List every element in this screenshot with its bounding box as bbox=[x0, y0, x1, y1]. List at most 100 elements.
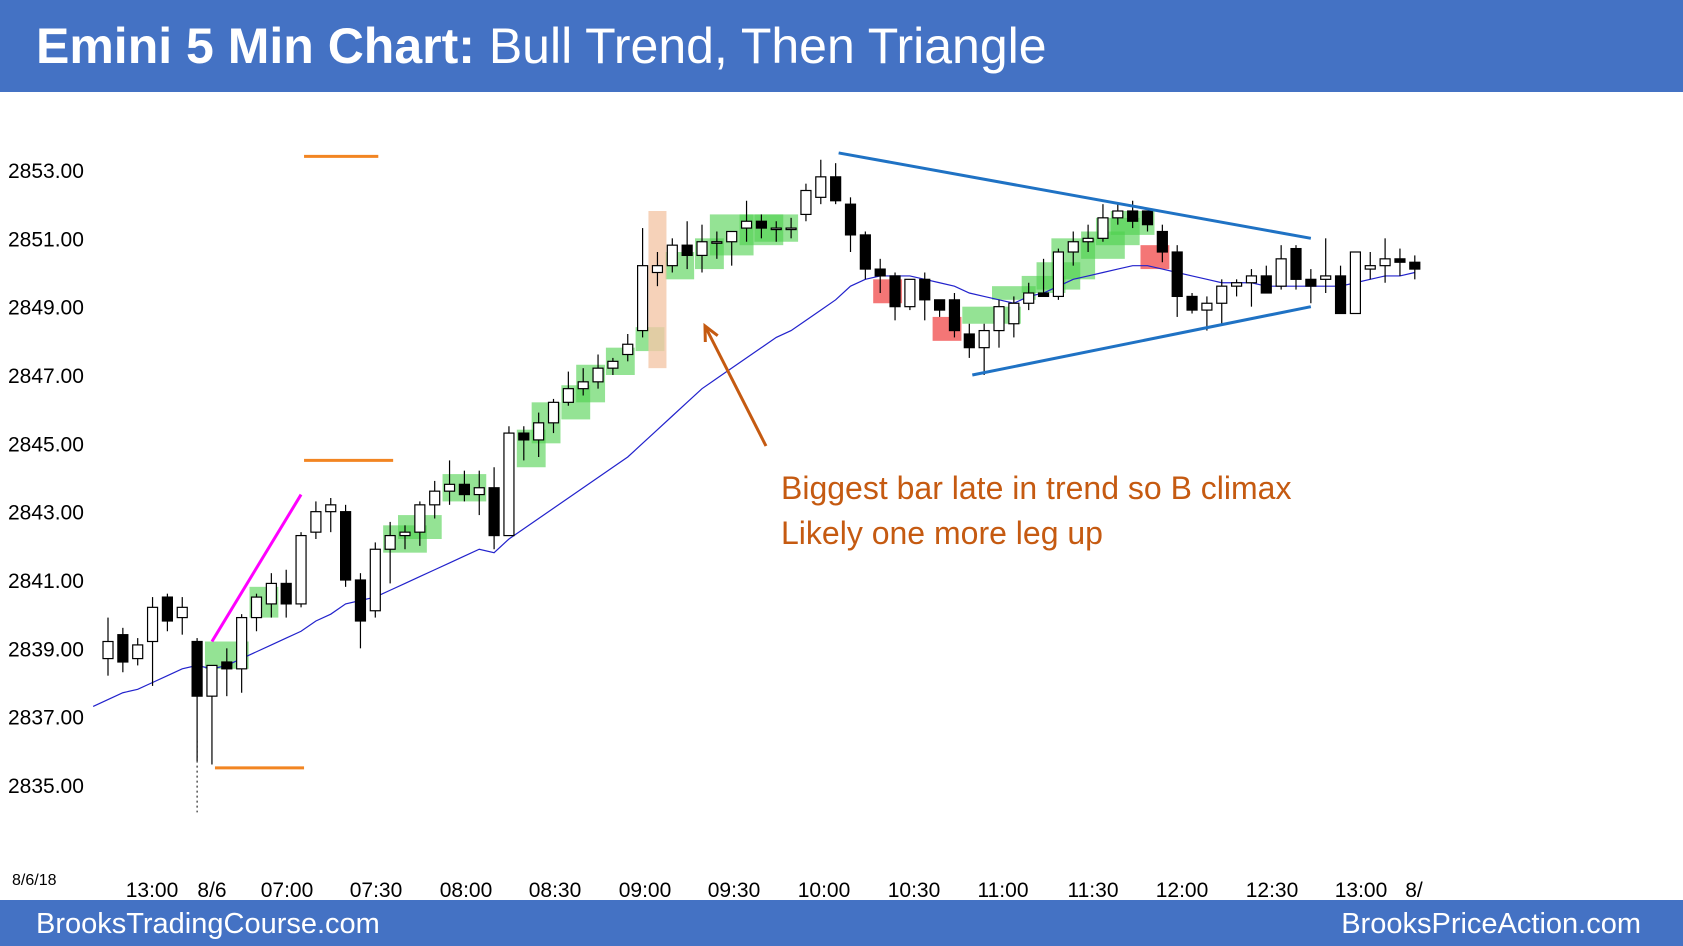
candle-86 bbox=[1379, 258, 1391, 267]
candle-81 bbox=[1305, 278, 1317, 287]
candle-9 bbox=[236, 616, 248, 670]
candle-65 bbox=[1067, 241, 1079, 253]
candle-80 bbox=[1290, 247, 1302, 280]
chart-title: Emini 5 Min Chart: Bull Trend, Then Tria… bbox=[36, 14, 1047, 78]
candle-72 bbox=[1171, 251, 1183, 298]
triangle-line-1 bbox=[972, 305, 1312, 377]
candle-24 bbox=[458, 483, 470, 496]
x-tick-label-10: 11:00 bbox=[978, 879, 1029, 900]
candle-67 bbox=[1097, 217, 1109, 239]
candle-11 bbox=[265, 582, 277, 605]
candle-66 bbox=[1082, 237, 1094, 243]
candle-47 bbox=[800, 189, 812, 216]
candle-51 bbox=[859, 234, 871, 270]
x-tick-label-14: 13:00 bbox=[1335, 879, 1388, 900]
candle-5 bbox=[176, 606, 188, 619]
y-tick-label-3: 2847.00 bbox=[8, 365, 84, 388]
candle-60 bbox=[993, 306, 1005, 332]
candle-22 bbox=[429, 490, 441, 506]
candle-8 bbox=[221, 661, 233, 670]
candle-54 bbox=[904, 278, 916, 308]
candle-68 bbox=[1112, 210, 1124, 219]
triangle-line-0 bbox=[838, 151, 1312, 240]
candle-88 bbox=[1409, 261, 1421, 270]
candle-56 bbox=[933, 299, 946, 311]
candlestick-chart: 2853.00 2851.00 2849.00 2847.00 2845.00 2843.… bbox=[8, 151, 1423, 900]
date-label: 8/6/18 bbox=[12, 872, 57, 889]
x-tick-label-3: 07:30 bbox=[350, 879, 403, 900]
y-tick-label-8: 2837.00 bbox=[8, 707, 84, 730]
candle-40 bbox=[696, 241, 708, 257]
candle-74 bbox=[1201, 302, 1213, 311]
candle-18 bbox=[369, 548, 381, 612]
candle-57 bbox=[948, 299, 961, 332]
candle-27 bbox=[503, 432, 515, 537]
candle-83 bbox=[1334, 275, 1347, 315]
candle-73 bbox=[1186, 295, 1198, 311]
candle-82 bbox=[1320, 275, 1332, 280]
candle-84 bbox=[1349, 251, 1362, 315]
candle-44 bbox=[755, 220, 768, 229]
y-tick-label-0: 2853.00 bbox=[8, 160, 84, 183]
candle-13 bbox=[295, 534, 307, 605]
candle-0 bbox=[102, 640, 114, 660]
candle-61 bbox=[1008, 302, 1020, 325]
candle-79 bbox=[1275, 258, 1287, 287]
candle-21 bbox=[414, 504, 426, 533]
candle-62 bbox=[1023, 292, 1035, 304]
candle-7 bbox=[206, 664, 218, 697]
candle-37 bbox=[651, 265, 664, 274]
candle-31 bbox=[562, 388, 574, 403]
candle-45 bbox=[770, 227, 782, 231]
candle-41 bbox=[711, 241, 723, 244]
x-tick-label-15: 8/ bbox=[1405, 879, 1423, 900]
candle-17 bbox=[354, 579, 367, 622]
candle-78 bbox=[1260, 275, 1272, 294]
x-tick-label-8: 10:00 bbox=[798, 879, 851, 900]
annotation-arrow-line bbox=[703, 325, 768, 447]
candle-29 bbox=[533, 422, 545, 441]
candle-19 bbox=[384, 534, 396, 550]
annotation-line-1: Biggest bar late in trend so B climax bbox=[781, 470, 1292, 506]
candle-20 bbox=[399, 531, 411, 537]
x-tick-label-1: 8/6 bbox=[197, 879, 226, 900]
candle-26 bbox=[488, 487, 500, 537]
candle-59 bbox=[978, 329, 990, 349]
candle-77 bbox=[1245, 275, 1258, 284]
x-tick-label-4: 08:00 bbox=[440, 879, 493, 900]
footer-left-link[interactable]: BrooksTradingCourse.com bbox=[36, 908, 380, 940]
candle-30 bbox=[547, 401, 560, 424]
candle-28 bbox=[518, 432, 530, 441]
candle-36 bbox=[636, 265, 649, 332]
x-tick-label-11: 11:30 bbox=[1068, 879, 1119, 900]
title-bar: Emini 5 Min Chart: Bull Trend, Then Tria… bbox=[0, 0, 1683, 92]
candle-53 bbox=[889, 275, 901, 308]
footer-right-link[interactable]: BrooksPriceAction.com bbox=[1341, 908, 1641, 940]
ema-line bbox=[92, 265, 1415, 707]
x-tick-label-6: 09:00 bbox=[619, 879, 672, 900]
chart-title-rest: Bull Trend, Then Triangle bbox=[474, 18, 1047, 74]
y-tick-label-9: 2835.00 bbox=[8, 775, 84, 798]
candle-15 bbox=[325, 504, 337, 513]
candle-75 bbox=[1216, 285, 1228, 304]
candle-35 bbox=[622, 343, 634, 356]
y-tick-label-2: 2849.00 bbox=[8, 297, 84, 320]
candle-6 bbox=[191, 640, 203, 697]
y-tick-label-7: 2839.00 bbox=[8, 638, 84, 661]
candle-2 bbox=[132, 644, 144, 660]
x-tick-label-9: 10:30 bbox=[888, 879, 941, 900]
candle-63 bbox=[1037, 292, 1050, 298]
candle-4 bbox=[161, 596, 173, 622]
candle-16 bbox=[340, 511, 352, 581]
annotation-line-2: Likely one more leg up bbox=[781, 515, 1103, 551]
candle-42 bbox=[726, 230, 738, 243]
candle-71 bbox=[1156, 230, 1168, 253]
candle-85 bbox=[1364, 265, 1376, 270]
x-tick-label-12: 12:00 bbox=[1156, 879, 1209, 900]
candle-32 bbox=[577, 381, 589, 390]
candle-49 bbox=[830, 176, 842, 202]
y-tick-label-5: 2843.00 bbox=[8, 502, 84, 525]
candle-50 bbox=[844, 203, 857, 236]
bull-highlight-box-16 bbox=[962, 306, 1021, 324]
candle-33 bbox=[592, 367, 604, 383]
